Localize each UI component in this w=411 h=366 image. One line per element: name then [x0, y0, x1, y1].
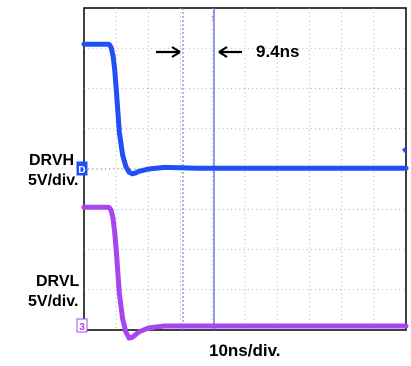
- trigger-marker-icon: ↑: [210, 13, 215, 24]
- delta-time-label: 9.4ns: [256, 42, 299, 61]
- time-per-div-label: 10ns/div.: [209, 342, 281, 360]
- ground-marker-text-drvl: 3: [79, 322, 85, 333]
- drvh-volts-per-div: 5V/div.: [28, 172, 78, 190]
- ground-marker-text-drvh: D: [78, 165, 85, 176]
- drvh-channel-name: DRVH: [29, 152, 74, 170]
- drvl-volts-per-div: 5V/div.: [28, 293, 78, 311]
- drvl-channel-name: DRVL: [36, 273, 79, 291]
